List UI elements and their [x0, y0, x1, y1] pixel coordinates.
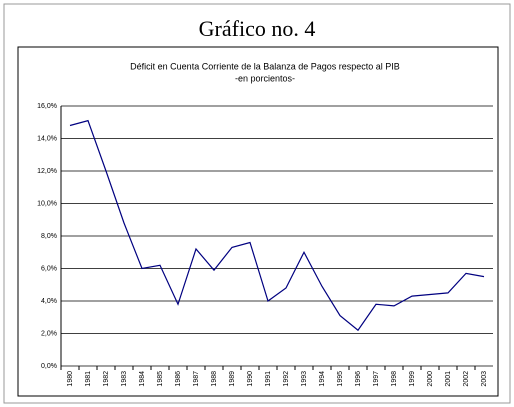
x-tick-label: 1994 — [319, 371, 326, 387]
x-tick-label: 1985 — [157, 371, 164, 387]
x-tick-label: 1999 — [409, 371, 416, 387]
y-tick-label: 12,0% — [37, 168, 57, 175]
x-tick-label: 1981 — [85, 371, 92, 387]
y-tick-label: 2,0% — [41, 330, 57, 337]
x-tick-label: 1987 — [193, 371, 200, 387]
y-tick-label: 8,0% — [41, 233, 57, 240]
x-tick-label: 1980 — [67, 371, 74, 387]
x-tick-label: 1998 — [391, 371, 398, 387]
x-tick-label: 1990 — [247, 371, 254, 387]
x-tick-label: 2000 — [427, 371, 434, 387]
x-tick-label: 1984 — [139, 371, 146, 387]
data-line — [69, 119, 485, 332]
y-tick-label: 16,0% — [37, 103, 57, 110]
x-tick-label: 1988 — [211, 371, 218, 387]
chart-frame — [17, 46, 499, 397]
y-tick-label: 0,0% — [41, 363, 57, 370]
x-tick-label: 1991 — [265, 371, 272, 387]
chart-title: Déficit en Cuenta Corriente de la Balanz… — [130, 61, 400, 71]
chart-subtitle: -en porcientos- — [235, 73, 295, 83]
x-tick-label: 1992 — [283, 371, 290, 387]
x-tick-label: 1997 — [373, 371, 380, 387]
y-tick-label: 6,0% — [41, 265, 57, 272]
y-tick-label: 10,0% — [37, 200, 57, 207]
x-tick-label: 1986 — [175, 371, 182, 387]
y-tick-label: 4,0% — [41, 298, 57, 305]
heading: Gráfico no. 4 — [199, 16, 316, 41]
y-tick-label: 14,0% — [37, 135, 57, 142]
x-tick-label: 2001 — [445, 371, 452, 387]
x-tick-label: 1982 — [103, 371, 110, 387]
x-tick-label: 1989 — [229, 371, 236, 387]
x-tick-label: 1983 — [121, 371, 128, 387]
x-tick-label: 1996 — [355, 371, 362, 387]
x-tick-label: 2003 — [481, 371, 488, 387]
x-tick-label: 1995 — [337, 371, 344, 387]
x-tick-label: 2002 — [463, 371, 470, 387]
x-tick-label: 1993 — [301, 371, 308, 387]
